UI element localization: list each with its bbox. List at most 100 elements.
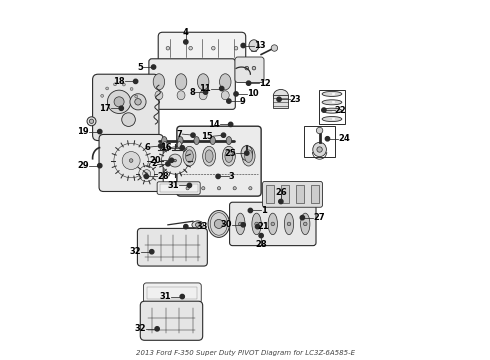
Ellipse shape [221,91,229,100]
Ellipse shape [317,127,323,134]
Circle shape [216,174,220,179]
Ellipse shape [220,74,231,90]
FancyBboxPatch shape [158,32,245,64]
Circle shape [184,225,188,229]
Circle shape [279,199,283,204]
Text: 6: 6 [144,143,150,152]
Ellipse shape [155,91,163,100]
Circle shape [166,162,170,166]
FancyBboxPatch shape [263,181,322,207]
Circle shape [119,106,123,111]
Ellipse shape [114,143,148,178]
Ellipse shape [139,166,154,181]
Ellipse shape [249,186,252,190]
Ellipse shape [225,150,233,162]
Circle shape [151,65,156,69]
Ellipse shape [287,222,291,226]
Ellipse shape [135,95,138,98]
Ellipse shape [303,222,307,226]
Text: 18: 18 [113,77,125,86]
Ellipse shape [210,136,216,144]
Ellipse shape [89,119,94,123]
Circle shape [220,86,224,91]
Ellipse shape [174,159,176,162]
Text: 7: 7 [176,130,182,139]
Ellipse shape [226,136,232,144]
Ellipse shape [175,74,187,90]
FancyBboxPatch shape [157,182,200,194]
Ellipse shape [313,142,326,157]
Ellipse shape [196,223,200,227]
Ellipse shape [135,99,141,105]
Circle shape [184,40,188,44]
Ellipse shape [122,113,135,126]
Text: 2013 Ford F-350 Super Duty PIVOT Diagram for LC3Z-6A585-E: 2013 Ford F-350 Super Duty PIVOT Diagram… [136,350,354,356]
FancyBboxPatch shape [93,74,159,140]
Text: 12: 12 [259,79,271,88]
Ellipse shape [271,45,278,51]
Ellipse shape [322,108,342,113]
Ellipse shape [212,46,215,50]
Text: 4: 4 [183,28,189,37]
Text: 17: 17 [99,104,111,113]
Ellipse shape [106,87,109,90]
Ellipse shape [218,186,220,190]
Ellipse shape [273,89,289,102]
Ellipse shape [189,46,193,50]
Ellipse shape [241,145,252,161]
Ellipse shape [143,170,150,177]
Ellipse shape [169,154,181,167]
Ellipse shape [166,46,170,50]
Ellipse shape [268,213,277,235]
FancyBboxPatch shape [149,59,235,109]
Text: 29: 29 [77,161,89,170]
Text: 23: 23 [290,95,301,104]
Circle shape [227,99,231,103]
Text: 19: 19 [77,127,89,136]
Circle shape [241,43,245,48]
Circle shape [133,79,138,84]
Ellipse shape [129,159,133,162]
Text: 20: 20 [149,156,161,165]
Ellipse shape [300,213,310,235]
Circle shape [180,145,184,150]
Circle shape [159,144,163,148]
Text: 25: 25 [224,149,236,158]
Ellipse shape [252,66,256,70]
Ellipse shape [130,87,133,90]
Circle shape [180,294,184,299]
Circle shape [221,133,225,137]
Ellipse shape [322,91,342,96]
Ellipse shape [161,147,189,174]
Circle shape [144,174,148,179]
Ellipse shape [202,186,205,190]
Circle shape [191,133,195,137]
Text: 11: 11 [199,84,211,93]
Ellipse shape [205,150,213,162]
Text: 22: 22 [335,105,346,114]
Ellipse shape [122,83,125,86]
Ellipse shape [192,221,203,229]
Text: 8: 8 [189,87,195,96]
Circle shape [245,151,249,155]
Ellipse shape [284,213,294,235]
Ellipse shape [208,211,230,237]
Text: 14: 14 [208,120,220,129]
Text: 28: 28 [255,240,267,249]
Circle shape [255,225,260,229]
Ellipse shape [245,150,252,162]
Ellipse shape [234,46,238,50]
Bar [304,126,335,157]
Ellipse shape [199,91,207,100]
FancyBboxPatch shape [230,202,316,246]
Text: 21: 21 [258,222,270,231]
Ellipse shape [183,146,196,166]
Text: 32: 32 [135,324,147,333]
Ellipse shape [177,141,181,148]
Ellipse shape [214,220,223,228]
FancyBboxPatch shape [99,134,163,192]
Bar [295,185,304,203]
Text: 31: 31 [167,181,179,190]
Circle shape [187,183,192,188]
FancyBboxPatch shape [140,301,203,340]
